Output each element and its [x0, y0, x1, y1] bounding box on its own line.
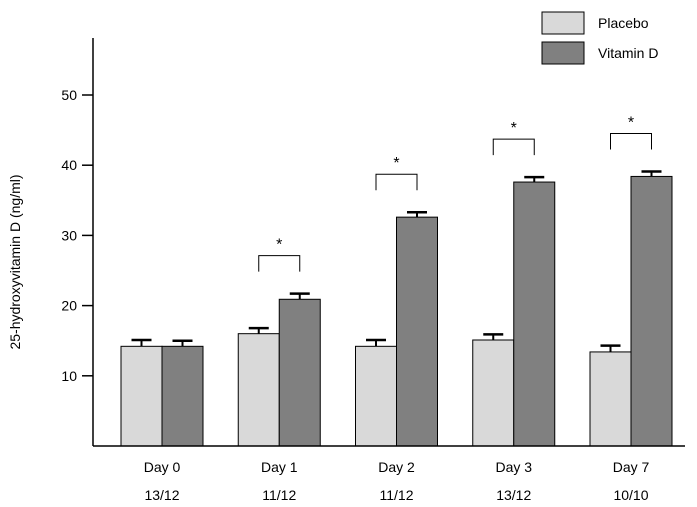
significance-bracket [375, 173, 418, 191]
y-tick-label: 40 [61, 157, 77, 173]
legend-swatch-vitamin-d [541, 41, 585, 65]
x-tick-label: Day 0 [144, 459, 181, 475]
y-tick-label: 50 [61, 87, 77, 103]
significance-star: * [628, 115, 634, 132]
sample-size-label: 13/12 [496, 487, 531, 503]
x-tick-label: Day 1 [261, 459, 298, 475]
legend-label-placebo: Placebo [598, 15, 649, 31]
y-tick-label: 10 [61, 368, 77, 384]
sample-size-label: 13/12 [144, 487, 179, 503]
y-tick-label: 20 [61, 298, 77, 314]
x-axis: Day 0 13/12 Day 1 11/12 Day 2 11/12 Day 3 13/12… [93, 445, 685, 503]
y-axis: 10 20 30 40 50 [61, 38, 94, 446]
bar-vitamin-d-day-3 [513, 181, 556, 447]
significance-bracket [492, 138, 535, 156]
significance-bracket [258, 255, 301, 272]
x-tick-label: Day 2 [378, 459, 415, 475]
significance-star: * [393, 155, 399, 172]
bar-placebo-day-3 [472, 339, 515, 447]
legend: Placebo Vitamin D [541, 11, 658, 65]
sample-size-label: 10/10 [613, 487, 648, 503]
bar-placebo-day-7 [589, 351, 632, 447]
x-tick-label: Day 3 [495, 459, 532, 475]
significance-star: * [511, 120, 517, 137]
y-axis-label: 25-hydroxyvitamin D (ng/ml) [7, 174, 23, 349]
bar-vitamin-d-day-7 [630, 175, 673, 447]
sample-size-label: 11/12 [380, 487, 414, 503]
bar-placebo-day-1 [237, 333, 280, 447]
significance-star: * [276, 237, 282, 254]
significance-markers: * * * * [258, 115, 652, 272]
bar-placebo-day-0 [120, 345, 163, 447]
significance-bracket [610, 133, 652, 150]
bar-vitamin-d-day-2 [396, 216, 438, 447]
legend-swatch-placebo [541, 11, 585, 35]
legend-label-vitamin-d: Vitamin D [598, 45, 658, 61]
bar-vitamin-d-day-1 [278, 298, 321, 447]
bar-placebo-day-2 [355, 345, 397, 447]
bar-vitamin-d-day-0 [161, 345, 204, 447]
y-tick-label: 30 [61, 227, 77, 243]
sample-size-label: 11/12 [262, 487, 296, 503]
bars [120, 170, 673, 447]
x-tick-label: Day 7 [613, 459, 650, 475]
